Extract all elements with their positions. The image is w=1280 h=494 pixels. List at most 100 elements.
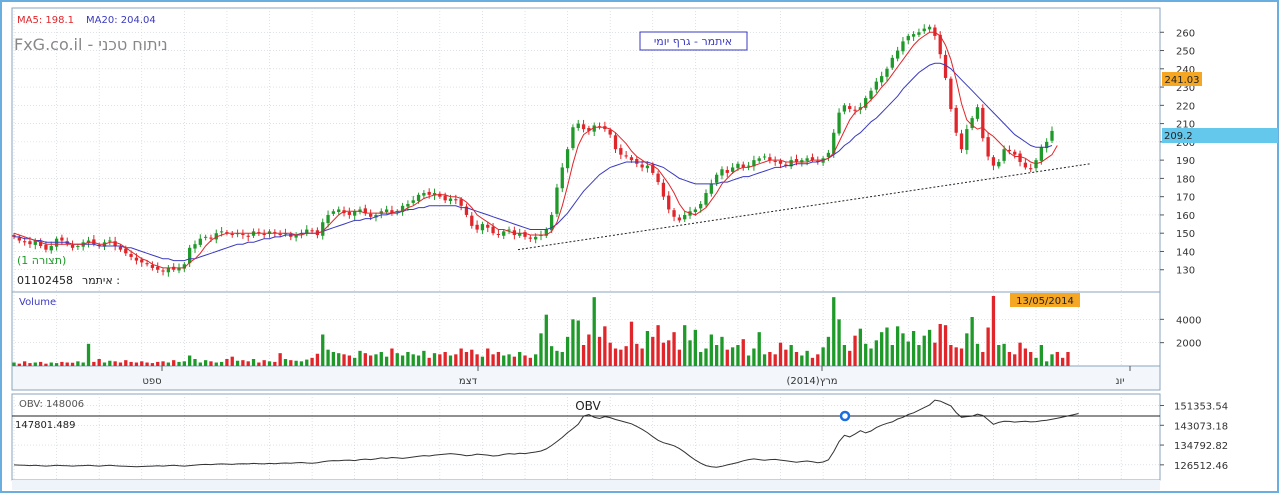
candle-body — [890, 57, 894, 68]
candle-body — [491, 226, 495, 234]
volume-bar — [959, 348, 964, 366]
volume-bar — [358, 350, 362, 366]
obv-tick-label: 143073.18 — [1174, 421, 1228, 432]
candle-body — [624, 155, 628, 157]
volume-bar — [1018, 342, 1022, 366]
obv-tick-label: 126512.46 — [1174, 461, 1228, 472]
candle-body — [262, 233, 266, 236]
candle-body — [459, 199, 463, 206]
candle-body — [12, 235, 16, 237]
candle-body — [789, 160, 793, 167]
candle-body — [752, 160, 756, 167]
volume-bar — [491, 354, 495, 366]
volume-bar — [459, 348, 463, 366]
chart-title-box — [639, 31, 748, 51]
volume-bar — [603, 326, 607, 366]
candle-body — [480, 224, 485, 231]
volume-bar — [235, 360, 240, 366]
volume-bar — [443, 352, 447, 366]
volume-bar — [965, 333, 969, 366]
volume-bar — [874, 340, 878, 366]
ma5-legend: MA5: 198.1 — [17, 15, 74, 26]
candle-body — [555, 187, 559, 214]
candle-body — [475, 224, 479, 230]
volume-bar — [954, 347, 958, 366]
candle-body — [33, 240, 37, 245]
candle-body — [874, 81, 878, 90]
volume-bar — [289, 360, 293, 366]
candle-body — [496, 233, 501, 236]
volume-bar — [475, 354, 479, 366]
candle-body — [1039, 147, 1044, 161]
volume-bar — [422, 350, 426, 366]
volume-bar — [512, 356, 517, 366]
volume-bar — [592, 297, 596, 366]
volume-bar — [1023, 348, 1028, 366]
volume-bar — [1013, 354, 1017, 366]
candle-body — [44, 244, 48, 250]
moving-average-layer — [13, 31, 1058, 269]
candle-body — [400, 205, 405, 213]
volume-bar — [885, 327, 889, 366]
volume-bar — [991, 296, 996, 366]
candle-body — [118, 246, 123, 250]
volume-bar — [331, 352, 336, 366]
volume-bar — [507, 354, 511, 366]
candle-body — [310, 230, 314, 232]
volume-bar — [92, 361, 96, 366]
candle-body — [97, 244, 101, 246]
candle-body — [273, 232, 277, 234]
volume-bar — [326, 349, 330, 366]
candle-body — [587, 127, 591, 131]
volume-bar — [709, 334, 713, 366]
volume-bar — [251, 359, 256, 366]
ma20-line — [14, 62, 1053, 262]
candle-body — [656, 173, 660, 183]
obv-marker-handle[interactable] — [839, 410, 851, 422]
candle-body — [246, 235, 250, 237]
candle-body — [885, 68, 889, 77]
volume-bar — [438, 354, 442, 366]
candle-body — [534, 236, 538, 240]
volume-bar — [177, 361, 181, 366]
price-tick-label: 140 — [1176, 247, 1195, 258]
candle-body — [608, 129, 612, 135]
candle-body — [518, 233, 522, 236]
volume-bar — [198, 362, 202, 366]
volume-bar — [970, 317, 974, 366]
candle-body — [720, 169, 724, 176]
candle-body — [38, 241, 43, 246]
candle-body — [975, 107, 980, 119]
volume-bar — [384, 356, 389, 366]
candle-body — [486, 224, 490, 228]
candle-body — [203, 236, 208, 238]
volume-bar — [597, 336, 602, 366]
volume-bar — [523, 355, 527, 366]
candle-body — [661, 182, 666, 197]
volume-bar — [166, 362, 171, 366]
volume-bar — [310, 357, 314, 366]
price-tick-label: 190 — [1176, 156, 1195, 167]
candle-body — [848, 106, 852, 109]
candle-body — [997, 161, 1001, 167]
candle-body — [166, 267, 171, 273]
volume-bar — [262, 360, 266, 366]
volume-bar — [933, 342, 937, 366]
volume-bar — [901, 333, 905, 366]
obv-title: OBV: 148006 — [19, 399, 84, 410]
axis-labels: 130 140 150 160 170 180 190 200 210 220 230 240 250 2… — [142, 28, 1228, 472]
candle-body — [699, 203, 703, 209]
volume-bar — [470, 349, 474, 366]
candle-body — [544, 229, 548, 236]
candle-body — [321, 222, 325, 236]
candle-body — [422, 193, 426, 196]
candle-body — [257, 232, 261, 234]
candle-body — [1023, 162, 1028, 168]
volume-bar — [571, 319, 575, 366]
volume-bar — [736, 345, 740, 366]
volume-bar — [22, 361, 27, 366]
candle-body — [635, 159, 639, 164]
volume-bar — [645, 331, 650, 366]
candle-body — [150, 264, 155, 268]
volume-bar — [315, 353, 320, 366]
